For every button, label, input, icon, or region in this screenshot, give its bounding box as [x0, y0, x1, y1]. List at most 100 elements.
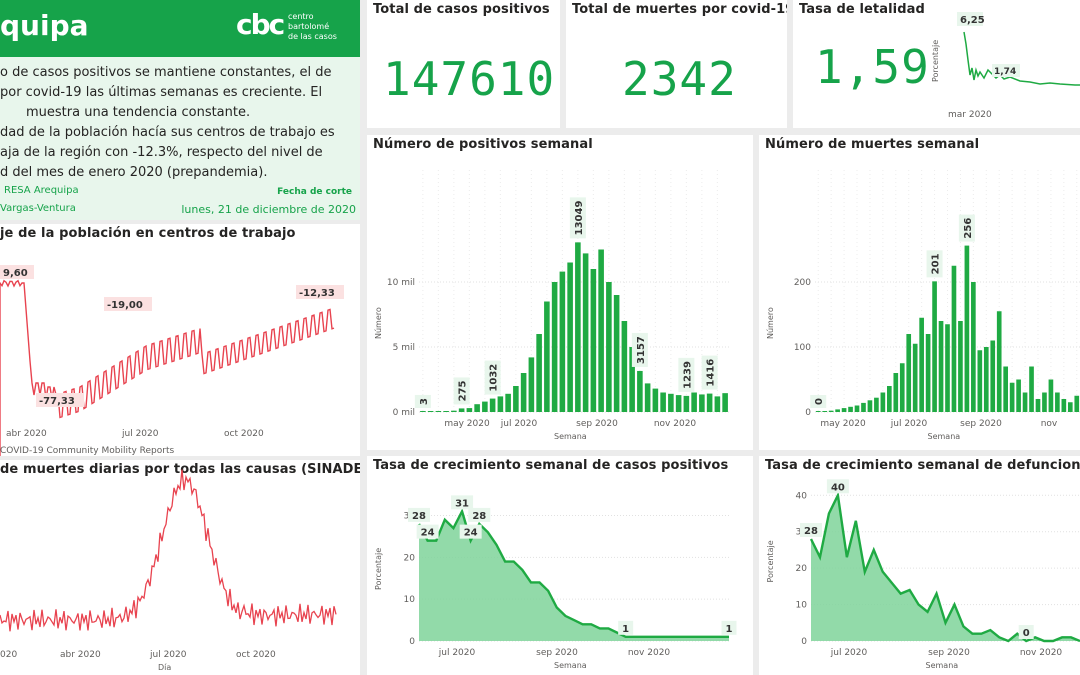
- bar[interactable]: [644, 383, 651, 412]
- bar[interactable]: [582, 253, 589, 412]
- bar[interactable]: [699, 394, 705, 412]
- bar[interactable]: [629, 347, 635, 412]
- bar[interactable]: [951, 265, 957, 412]
- bar[interactable]: [1074, 395, 1080, 412]
- bar[interactable]: [977, 350, 983, 412]
- positivos-semanal-panel[interactable]: Número de positivos semanal 0 mil 5 mil 10…: [367, 135, 753, 450]
- bar[interactable]: [621, 321, 628, 412]
- bar[interactable]: [675, 395, 682, 412]
- bar[interactable]: [528, 357, 535, 412]
- kpi-card-casos[interactable]: Total de casos positivos 147610: [367, 0, 560, 128]
- bar[interactable]: [861, 402, 866, 412]
- muertes-semanal-title: Número de muertes semanal: [765, 137, 980, 152]
- bar[interactable]: [925, 334, 931, 412]
- bar[interactable]: [443, 411, 449, 412]
- bar[interactable]: [828, 410, 834, 412]
- bar[interactable]: [899, 363, 905, 412]
- data-label-bg: [408, 507, 430, 522]
- bar[interactable]: [1061, 399, 1067, 412]
- bar[interactable]: [906, 334, 912, 412]
- bar[interactable]: [1042, 392, 1047, 413]
- bar[interactable]: [652, 388, 659, 412]
- bar[interactable]: [451, 410, 457, 412]
- series-line[interactable]: [809, 491, 1080, 643]
- bar[interactable]: [1055, 392, 1060, 413]
- bar[interactable]: [912, 343, 918, 412]
- bar[interactable]: [835, 409, 840, 412]
- bar[interactable]: [559, 271, 566, 412]
- bar[interactable]: [513, 386, 519, 412]
- bar[interactable]: [435, 411, 442, 412]
- bar[interactable]: [536, 334, 542, 412]
- bar[interactable]: [722, 393, 728, 412]
- bar[interactable]: [660, 392, 666, 413]
- bar[interactable]: [964, 245, 970, 412]
- bar[interactable]: [683, 395, 690, 412]
- bar[interactable]: [932, 281, 937, 412]
- bar[interactable]: [637, 370, 643, 412]
- kpi-value: 147610: [383, 52, 556, 106]
- bar[interactable]: [854, 405, 860, 413]
- bar[interactable]: [1029, 366, 1034, 413]
- bar[interactable]: [893, 373, 899, 412]
- bar[interactable]: [990, 340, 996, 413]
- bar[interactable]: [482, 401, 488, 412]
- bar[interactable]: [1003, 366, 1008, 413]
- bar[interactable]: [714, 396, 721, 412]
- bar[interactable]: [841, 408, 847, 412]
- x-tick-label: sep 2020: [960, 419, 1002, 429]
- data-label: 24: [464, 528, 478, 539]
- bar[interactable]: [427, 411, 434, 412]
- muertes-semanal-panel[interactable]: Número de muertes semanal 0 100 200 0 201 256…: [759, 135, 1080, 450]
- bar[interactable]: [590, 269, 597, 412]
- sinadef-panel[interactable]: de muertes diarias por todas las causas …: [0, 460, 360, 675]
- bar[interactable]: [606, 282, 612, 412]
- bar[interactable]: [505, 393, 511, 412]
- bar[interactable]: [458, 408, 465, 412]
- bar[interactable]: [919, 317, 924, 412]
- bar[interactable]: [1048, 379, 1054, 413]
- bar[interactable]: [1035, 399, 1041, 412]
- kpi-card-letalidad[interactable]: Tasa de letalidad 1,59 6,25 1,74 Porcent…: [793, 0, 1080, 128]
- bar[interactable]: [420, 411, 426, 412]
- bar[interactable]: [551, 282, 558, 412]
- bar[interactable]: [489, 398, 496, 412]
- kpi-card-muertes[interactable]: Total de muertes por covid-19 2342: [566, 0, 787, 128]
- bar[interactable]: [613, 295, 620, 412]
- mobility-panel[interactable]: je de la población en centros de trabajo…: [0, 224, 360, 456]
- bar[interactable]: [848, 406, 853, 412]
- bar[interactable]: [1009, 382, 1015, 412]
- bar[interactable]: [938, 321, 944, 412]
- bar[interactable]: [567, 262, 573, 413]
- bar[interactable]: [520, 373, 527, 412]
- bar[interactable]: [983, 347, 989, 412]
- bar[interactable]: [958, 321, 963, 412]
- bar[interactable]: [575, 242, 581, 412]
- bar[interactable]: [996, 311, 1002, 412]
- bar[interactable]: [887, 386, 892, 412]
- bar[interactable]: [1022, 392, 1028, 413]
- bar[interactable]: [544, 301, 550, 413]
- bar[interactable]: [706, 393, 713, 412]
- bar[interactable]: [497, 396, 504, 412]
- data-label-bg: [451, 495, 474, 510]
- bar[interactable]: [874, 397, 879, 412]
- bar[interactable]: [867, 400, 873, 412]
- bar[interactable]: [466, 408, 473, 412]
- bar[interactable]: [598, 249, 604, 413]
- bar[interactable]: [880, 392, 886, 413]
- bar[interactable]: [1067, 402, 1073, 412]
- bar[interactable]: [971, 282, 976, 412]
- bar[interactable]: [474, 404, 480, 412]
- bar[interactable]: [945, 324, 950, 412]
- bar[interactable]: [668, 393, 674, 412]
- crecimiento-defunciones-panel[interactable]: Tasa de crecimiento semanal de defuncion…: [759, 456, 1080, 675]
- logo: cbc centro bartolomé de las casos: [236, 8, 354, 46]
- x-tick-label: nov 2020: [1020, 648, 1063, 658]
- bar[interactable]: [691, 392, 697, 413]
- bar[interactable]: [1016, 379, 1021, 413]
- bar[interactable]: [822, 411, 828, 412]
- series-line[interactable]: [417, 508, 729, 639]
- crecimiento-casos-panel[interactable]: Tasa de crecimiento semanal de casos pos…: [367, 456, 753, 675]
- bar[interactable]: [815, 411, 821, 412]
